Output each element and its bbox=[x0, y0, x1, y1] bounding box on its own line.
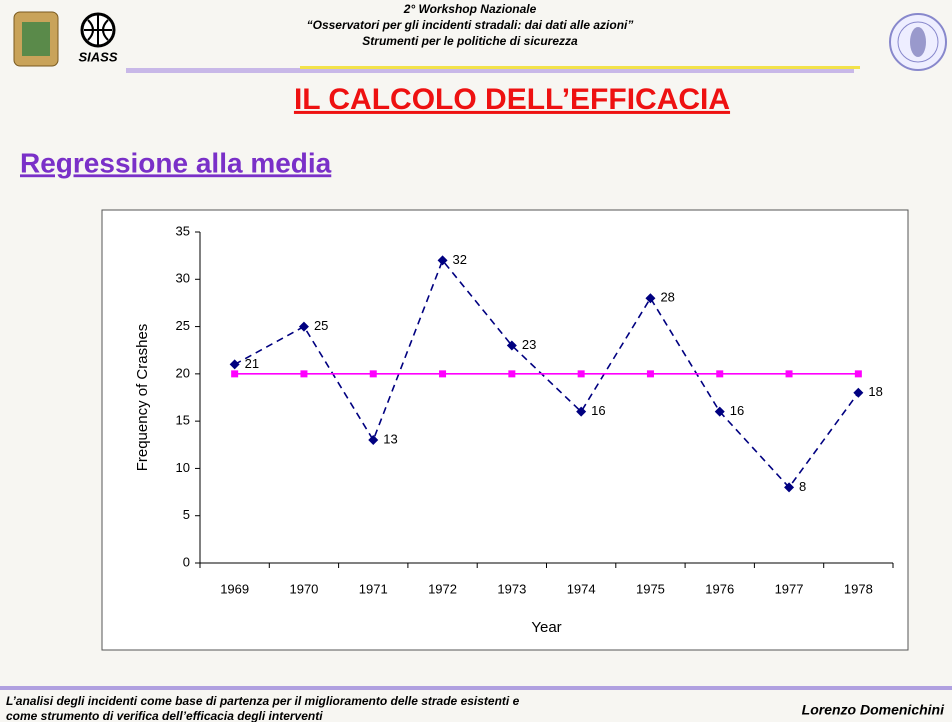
x-tick-label: 1976 bbox=[705, 581, 734, 596]
x-tick-label: 1972 bbox=[428, 581, 457, 596]
slide: SIASS 2° Workshop Nazionale “Osservatori… bbox=[0, 0, 952, 722]
marker bbox=[370, 370, 377, 377]
header-line: Strumenti per le politiche di sicurezza bbox=[362, 34, 578, 48]
footer-author: Lorenzo Domenichini bbox=[802, 702, 945, 718]
footer-rule bbox=[0, 686, 952, 690]
data-label: 21 bbox=[245, 356, 259, 371]
y-tick-label: 25 bbox=[176, 318, 190, 333]
marker bbox=[439, 370, 446, 377]
slide-subtitle: Regressione alla media bbox=[20, 147, 332, 178]
x-tick-label: 1970 bbox=[289, 581, 318, 596]
slide-canvas: SIASS 2° Workshop Nazionale “Osservatori… bbox=[0, 0, 952, 722]
data-label: 16 bbox=[591, 403, 605, 418]
header-line: 2° Workshop Nazionale bbox=[403, 2, 537, 16]
data-label: 13 bbox=[383, 431, 397, 446]
x-tick-label: 1971 bbox=[359, 581, 388, 596]
data-label: 23 bbox=[522, 337, 536, 352]
x-tick-label: 1978 bbox=[844, 581, 873, 596]
data-label: 8 bbox=[799, 479, 806, 494]
data-label: 25 bbox=[314, 318, 328, 333]
y-axis-label: Frequency of Crashes bbox=[134, 324, 151, 472]
data-label: 18 bbox=[868, 384, 882, 399]
header-rule bbox=[300, 66, 860, 69]
y-tick-label: 35 bbox=[176, 223, 190, 238]
marker bbox=[300, 370, 307, 377]
marker bbox=[647, 370, 654, 377]
footer-line: come strumento di verifica dell’efficaci… bbox=[6, 709, 323, 722]
x-tick-label: 1969 bbox=[220, 581, 249, 596]
y-tick-label: 5 bbox=[183, 507, 190, 522]
x-tick-label: 1975 bbox=[636, 581, 665, 596]
y-tick-label: 15 bbox=[176, 413, 190, 428]
y-tick-label: 20 bbox=[176, 365, 190, 380]
marker bbox=[716, 370, 723, 377]
data-label: 16 bbox=[730, 403, 744, 418]
logo-text: SIASS bbox=[78, 49, 117, 64]
slide-title: IL CALCOLO DELL’EFFICACIA bbox=[294, 83, 730, 116]
x-axis-label: Year bbox=[531, 619, 561, 636]
header-line: “Osservatori per gli incidenti stradali:… bbox=[307, 18, 634, 32]
marker bbox=[786, 370, 793, 377]
marker bbox=[578, 370, 585, 377]
x-tick-label: 1974 bbox=[567, 581, 596, 596]
marker bbox=[508, 370, 515, 377]
marker bbox=[231, 370, 238, 377]
y-tick-label: 10 bbox=[176, 460, 190, 475]
y-tick-label: 30 bbox=[176, 271, 190, 286]
y-tick-label: 0 bbox=[183, 554, 190, 569]
x-tick-label: 1973 bbox=[497, 581, 526, 596]
x-tick-label: 1977 bbox=[775, 581, 804, 596]
data-label: 32 bbox=[453, 252, 467, 267]
footer-line: L’analisi degli incidenti come base di p… bbox=[6, 694, 520, 708]
marker bbox=[855, 370, 862, 377]
data-label: 28 bbox=[660, 290, 674, 305]
logo-right bbox=[890, 14, 946, 70]
